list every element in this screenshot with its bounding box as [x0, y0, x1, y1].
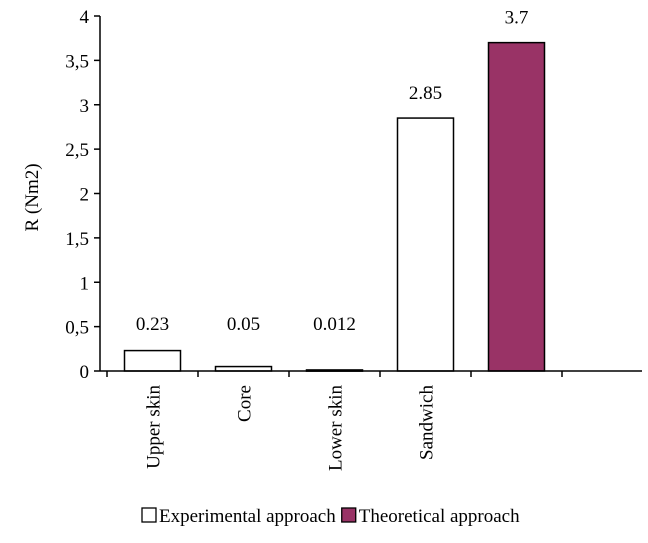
y-tick-label: 3,5 — [65, 51, 89, 72]
bars — [123, 41, 546, 372]
data-label: 0.05 — [227, 314, 260, 335]
y-tick-label: 1,5 — [65, 229, 89, 250]
x-category-label: Upper skin — [144, 385, 165, 469]
x-category-label: Lower skin — [326, 385, 347, 472]
data-label: 3.7 — [505, 8, 529, 29]
legend-label: Theoretical approach — [359, 506, 520, 527]
bar-experimental-approach — [396, 117, 455, 372]
y-tick-label: 4 — [80, 7, 90, 28]
axes — [99, 16, 642, 377]
legend-label: Experimental approach — [159, 506, 336, 527]
y-tick-label: 2,5 — [65, 140, 89, 161]
legend-swatch — [141, 507, 157, 523]
data-label: 0.012 — [313, 314, 356, 335]
y-tick-label: 0,5 — [65, 318, 89, 339]
y-axis-title-group: R (Nm2) — [22, 163, 43, 231]
y-tick-label: 0 — [80, 362, 90, 383]
y-axis-ticks: 0 0,5 1 1,5 2 2,5 3 3,5 4 — [65, 7, 100, 383]
category-labels: Upper skin Core Lower skin Sandwich — [144, 385, 438, 472]
legend-swatch — [341, 507, 357, 523]
data-label: 0.23 — [136, 314, 169, 335]
y-tick-label: 2 — [80, 185, 90, 206]
x-category-label: Core — [235, 385, 256, 422]
data-labels: 0.23 0.05 0.012 2.85 3.7 — [136, 8, 529, 335]
y-tick-label: 1 — [80, 273, 90, 294]
x-category-label: Sandwich — [417, 385, 438, 460]
bar-theoretical-approach — [487, 41, 546, 372]
y-tick-label: 3 — [80, 96, 90, 117]
legend: Experimental approach Theoretical approac… — [141, 506, 520, 527]
data-label: 2.85 — [409, 83, 442, 104]
y-axis-title: R (Nm2) — [22, 163, 43, 231]
bar-experimental-approach — [123, 349, 182, 372]
